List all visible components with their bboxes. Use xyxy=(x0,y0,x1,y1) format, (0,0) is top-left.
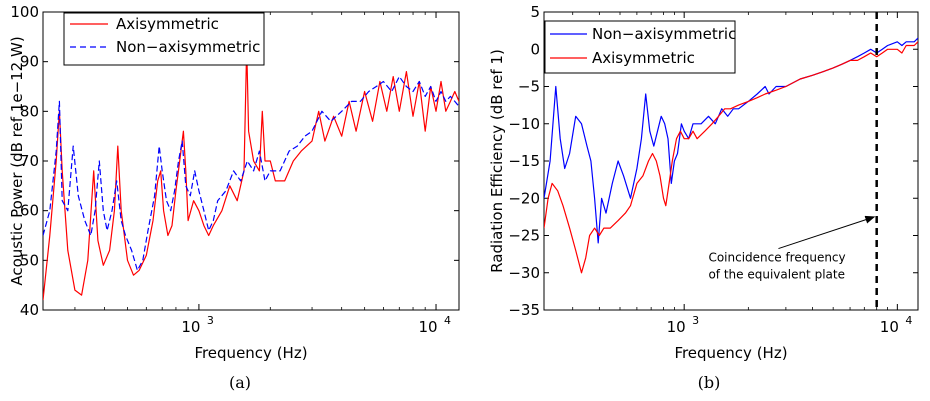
y-tick-label-a: 90 xyxy=(20,53,39,71)
annotation-text-line-2: of the equivalent plate xyxy=(708,268,845,282)
legend-label-axisymmetric-b: Axisymmetric xyxy=(592,49,695,67)
legend-b: Non−axisymmetric Axisymmetric xyxy=(544,20,736,74)
legend-box-b xyxy=(544,20,736,74)
y-tick-label-a: 100 xyxy=(10,3,39,21)
legend-box-a xyxy=(63,12,265,66)
series-line-non-axisymmetric-a xyxy=(43,75,459,271)
y-tick-label-a: 40 xyxy=(20,301,39,319)
x-tick-exponent-a: 3 xyxy=(207,314,214,327)
x-axis-label-a: Frequency (Hz) xyxy=(194,344,307,362)
y-tick-label-b: −30 xyxy=(508,264,540,282)
y-tick-label-a: 60 xyxy=(20,202,39,220)
x-tick-label-b: 10 xyxy=(880,318,899,336)
x-tick-label-a: 10 xyxy=(181,318,200,336)
x-tick-label-a: 10 xyxy=(418,318,437,336)
y-tick-label-b: −5 xyxy=(518,78,540,96)
series-line-axisymmetric-a xyxy=(43,46,459,301)
y-tick-label-a: 80 xyxy=(20,102,39,120)
legend-label-nonaxisymmetric-a: Non−axisymmetric xyxy=(116,38,260,56)
series-group-b xyxy=(544,37,918,274)
y-tick-label-a: 50 xyxy=(20,251,39,269)
y-axis-label-b: Radiation Efficiency (dB ref 1) xyxy=(488,49,506,273)
x-tick-label-b: 10 xyxy=(667,318,686,336)
y-tick-label-b: −10 xyxy=(508,115,540,133)
x-tick-exponent-b: 3 xyxy=(692,314,699,327)
series-line-axisymmetric-b xyxy=(544,41,918,274)
series-line-non-axisymmetric-b xyxy=(544,37,918,244)
legend-label-axisymmetric-a: Axisymmetric xyxy=(116,15,219,33)
ticks-a: 40 50 60 70 80 90 100 10 3 10 4 xyxy=(10,3,459,336)
annotation-arrow xyxy=(778,215,876,250)
caption-a: (a) xyxy=(229,373,251,392)
y-axis-label-a: Acoustic Power (dB ref 1e−12 W) xyxy=(8,36,26,285)
y-tick-label-b: −20 xyxy=(508,189,540,207)
y-tick-label-a: 70 xyxy=(20,152,39,170)
panel-a: 40 50 60 70 80 90 100 10 3 10 4 Axisymmetric Non−a… xyxy=(8,3,460,392)
x-axis-label-b: Frequency (Hz) xyxy=(674,344,787,362)
legend-a: Axisymmetric Non−axisymmetric xyxy=(63,12,265,66)
y-tick-label-b: 0 xyxy=(530,40,540,58)
caption-b: (b) xyxy=(698,373,721,392)
x-tick-exponent-b: 4 xyxy=(905,314,912,327)
panel-b: −35 −30 −25 −20 −15 −10 −5 0 5 10 3 10 4 Coincidence… xyxy=(488,3,919,392)
ticks-b: −35 −30 −25 −20 −15 −10 −5 0 5 10 3 10 4 xyxy=(508,3,918,336)
annotation-text-line-1: Coincidence frequency xyxy=(708,251,845,265)
y-tick-label-b: −25 xyxy=(508,227,540,245)
x-tick-exponent-a: 4 xyxy=(444,314,451,327)
y-tick-label-b: 5 xyxy=(530,3,540,21)
y-tick-label-b: −35 xyxy=(508,301,540,319)
y-tick-label-b: −15 xyxy=(508,152,540,170)
series-group-a xyxy=(43,46,459,301)
legend-label-nonaxisymmetric-b: Non−axisymmetric xyxy=(592,25,736,43)
